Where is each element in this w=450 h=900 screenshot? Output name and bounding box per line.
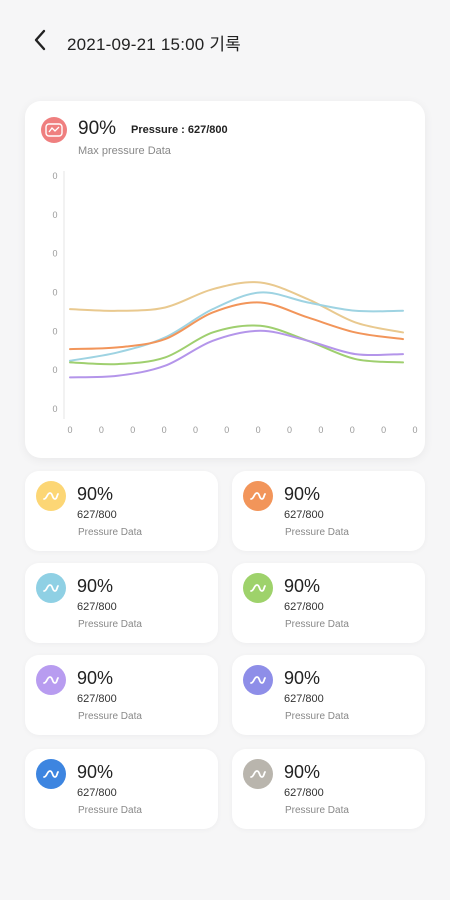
- max-percent: 90%: [78, 118, 117, 139]
- tile-percent: 90%: [77, 668, 114, 688]
- wave-icon: [243, 665, 273, 695]
- tile-label: Pressure Data: [78, 527, 142, 538]
- tile-value: 627/800: [77, 509, 117, 521]
- header: 2021-09-21 15:00 기록: [0, 0, 450, 84]
- wave-icon: [243, 573, 273, 603]
- wave-icon: [243, 481, 273, 511]
- tile-value: 627/800: [284, 693, 324, 705]
- pressure-tile[interactable]: 90% 627/800 Pressure Data: [25, 655, 218, 735]
- y-tick-label: 0: [52, 326, 57, 336]
- tile-percent: 90%: [284, 484, 321, 504]
- y-tick-label: 0: [52, 288, 57, 298]
- max-pressure-card: 90% Pressure : 627/800 Max pressure Data…: [25, 101, 425, 458]
- series-line-4: [69, 324, 404, 366]
- wave-icon: [243, 759, 273, 789]
- wave-icon: [36, 665, 66, 695]
- x-tick-label: 0: [99, 425, 104, 435]
- chevron-left-icon: [34, 29, 46, 51]
- tile-label: Pressure Data: [78, 805, 142, 816]
- tile-percent: 90%: [77, 576, 114, 596]
- page-title: 2021-09-21 15:00 기록: [67, 35, 242, 54]
- tile-value: 627/800: [77, 693, 117, 705]
- tile-value: 627/800: [77, 601, 117, 613]
- pressure-gauge-icon: [41, 117, 67, 143]
- tile-label: Pressure Data: [78, 711, 142, 722]
- y-tick-label: 0: [52, 365, 57, 375]
- x-tick-label: 0: [287, 425, 292, 435]
- y-tick-label: 0: [52, 171, 57, 181]
- y-tick-label: 0: [52, 404, 57, 414]
- x-tick-label: 0: [67, 425, 72, 435]
- max-pressure-value: Pressure : 627/800: [131, 124, 228, 136]
- x-tick-label: 0: [193, 425, 198, 435]
- x-tick-label: 0: [256, 425, 261, 435]
- tile-value: 627/800: [284, 787, 324, 799]
- wave-icon: [36, 759, 66, 789]
- tile-label: Pressure Data: [285, 711, 349, 722]
- wave-icon: [36, 481, 66, 511]
- tile-label: Pressure Data: [285, 619, 349, 630]
- tile-value: 627/800: [284, 601, 324, 613]
- series-line-2: [69, 291, 404, 362]
- tile-percent: 90%: [284, 576, 321, 596]
- y-tick-label: 0: [52, 249, 57, 259]
- x-tick-label: 0: [224, 425, 229, 435]
- pressure-tile[interactable]: 90% 627/800 Pressure Data: [25, 749, 218, 829]
- x-tick-label: 0: [350, 425, 355, 435]
- pressure-line-chart: 0 0 0 0 0 0 0 0 0 0 0 0 0 0 0 0 0 0 0: [52, 171, 418, 435]
- series-line-1: [69, 281, 404, 334]
- wave-icon: [36, 573, 66, 603]
- tile-percent: 90%: [284, 762, 321, 782]
- tile-percent: 90%: [284, 668, 321, 688]
- tile-value: 627/800: [284, 509, 324, 521]
- max-pressure-label: Max pressure Data: [78, 145, 171, 157]
- pressure-tile[interactable]: 90% 627/800 Pressure Data: [232, 471, 425, 551]
- tile-percent: 90%: [77, 762, 114, 782]
- x-tick-label: 0: [162, 425, 167, 435]
- back-button[interactable]: [26, 26, 54, 54]
- pressure-tile[interactable]: 90% 627/800 Pressure Data: [232, 655, 425, 735]
- pressure-tile[interactable]: 90% 627/800 Pressure Data: [25, 471, 218, 551]
- tile-label: Pressure Data: [78, 619, 142, 630]
- tile-label: Pressure Data: [285, 805, 349, 816]
- series-line-5: [69, 329, 404, 379]
- series-line-3: [69, 301, 404, 351]
- tile-value: 627/800: [77, 787, 117, 799]
- x-tick-label: 0: [381, 425, 386, 435]
- tile-label: Pressure Data: [285, 527, 349, 538]
- x-tick-label: 0: [318, 425, 323, 435]
- x-tick-label: 0: [412, 425, 417, 435]
- pressure-tile[interactable]: 90% 627/800 Pressure Data: [232, 749, 425, 829]
- x-tick-label: 0: [130, 425, 135, 435]
- pressure-tile[interactable]: 90% 627/800 Pressure Data: [25, 563, 218, 643]
- tile-percent: 90%: [77, 484, 114, 504]
- y-tick-label: 0: [52, 210, 57, 220]
- pressure-tile[interactable]: 90% 627/800 Pressure Data: [232, 563, 425, 643]
